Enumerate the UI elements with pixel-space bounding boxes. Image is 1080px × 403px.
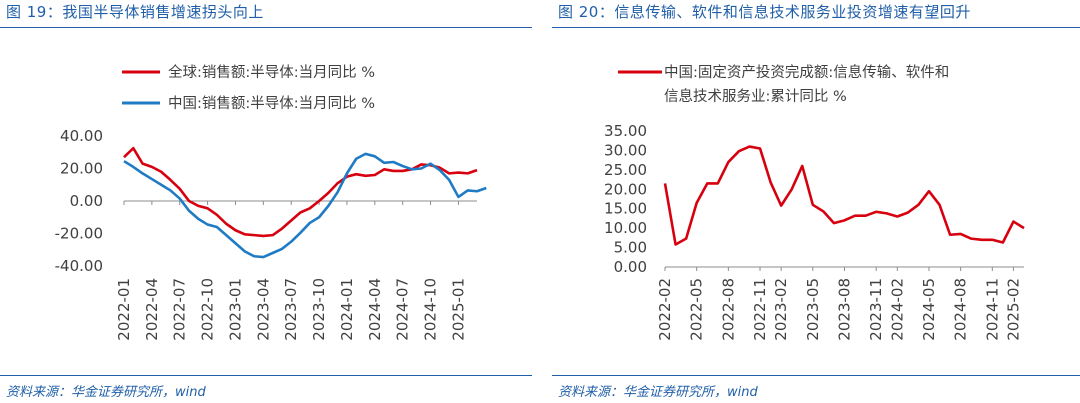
right-x-axis-ticks: 2022-02 2022-05 2022-08 2022-11 2023-02 2023-…: [656, 278, 1022, 341]
right-title-rule: [552, 27, 1080, 28]
x-tick-label: 2023-07: [282, 278, 300, 341]
x-tick-label: 2022-04: [143, 278, 161, 341]
left-y-axis-ticks: 40.00 20.00 0.00 -20.00 -40.00: [55, 127, 103, 275]
left-line-chart: 全球:销售额:半导体:当月同比 % 中国:销售额:半导体:当月同比 % 40.00…: [55, 63, 487, 341]
x-tick-label: 2023-08: [836, 278, 854, 341]
left-source-note: 资料来源：华金证券研究所，wind: [6, 385, 206, 400]
y-tick-label: 20.00: [604, 180, 647, 198]
series-line-1: [123, 146, 478, 238]
x-tick-label: 2023-04: [254, 278, 272, 341]
right-legend: 中国:固定资产投资完成额:信息传输、软件和信息技术服务业:累计同比 %: [618, 64, 949, 105]
x-tick-label: 2022-05: [688, 278, 706, 341]
left-bottom-rule: [0, 375, 532, 376]
y-tick-label: 0.00: [614, 258, 647, 276]
left-legend: 全球:销售额:半导体:当月同比 % 中国:销售额:半导体:当月同比 %: [122, 63, 375, 112]
x-tick-label: 2022-07: [171, 278, 189, 341]
right-bottom-rule: [552, 375, 1080, 376]
left-figure-title: 图 19：我国半导体销售增速拐头向上: [6, 3, 264, 21]
x-tick-label: 2024-04: [366, 278, 384, 341]
left-series-lines: [123, 146, 487, 259]
x-tick-label: 2025-01: [449, 278, 467, 341]
right-figure-title: 图 20：信息传输、软件和信息技术服务业投资增速有望回升: [558, 3, 971, 21]
x-tick-label: 2023-01: [226, 278, 244, 341]
x-tick-label: 2025-02: [1004, 278, 1022, 341]
x-tick-label: 2023-02: [772, 278, 790, 341]
x-tick-label: 2023-10: [310, 278, 328, 341]
x-tick-label: 2022-01: [115, 278, 133, 341]
series-line-2: [123, 152, 487, 259]
x-tick-label: 2022-11: [751, 278, 769, 341]
legend-label-1-line-1: 中国:固定资产投资完成额:信息传输、软件和: [664, 64, 949, 81]
right-line-chart: 中国:固定资产投资完成额:信息传输、软件和信息技术服务业:累计同比 % 35.0…: [604, 64, 1025, 341]
y-tick-label: 25.00: [604, 161, 647, 179]
legend-label-2: 中国:销售额:半导体:当月同比 %: [168, 95, 375, 112]
x-tick-label: 2022-10: [199, 278, 217, 341]
x-tick-label: 2024-01: [338, 278, 356, 341]
legend-label-1: 全球:销售额:半导体:当月同比 %: [168, 63, 375, 81]
left-x-axis-ticks: 2022-01 2022-04 2022-07 2022-10 2023-01 2023-…: [115, 278, 467, 341]
x-tick-label: 2024-05: [920, 278, 938, 341]
x-tick-label: 2022-02: [656, 278, 674, 341]
left-figure: 图 19：我国半导体销售增速拐头向上 全球:销售额:半导体:当月同比 % 中国:销…: [0, 0, 532, 403]
y-tick-label: 30.00: [604, 141, 647, 159]
y-tick-label: 35.00: [604, 122, 647, 140]
y-tick-label: 5.00: [614, 239, 647, 257]
y-tick-label: -40.00: [55, 257, 103, 275]
x-tick-label: 2024-08: [952, 278, 970, 341]
x-tick-label: 2024-07: [394, 278, 412, 341]
y-tick-label: 40.00: [60, 127, 103, 145]
right-source-note: 资料来源：华金证券研究所，wind: [558, 385, 758, 400]
x-tick-label: 2022-08: [719, 278, 737, 341]
right-series-lines: [663, 145, 1025, 246]
left-x-axis: [123, 200, 477, 205]
y-tick-label: 15.00: [604, 200, 647, 218]
legend-label-1-line-2: 信息技术服务业:累计同比 %: [664, 88, 847, 105]
right-figure: 图 20：信息传输、软件和信息技术服务业投资增速有望回升 中国:固定资产投资完成…: [552, 0, 1080, 403]
y-tick-label: 0.00: [70, 192, 103, 210]
x-tick-label: 2024-10: [422, 278, 440, 341]
y-tick-label: 10.00: [604, 219, 647, 237]
right-x-axis: [664, 266, 1024, 271]
y-tick-label: -20.00: [55, 225, 103, 243]
x-tick-label: 2024-02: [888, 278, 906, 341]
left-title-rule: [0, 27, 532, 28]
x-tick-label: 2023-11: [867, 278, 885, 341]
series-line-1: [663, 145, 1025, 246]
x-tick-label: 2023-05: [804, 278, 822, 341]
y-tick-label: 20.00: [60, 160, 103, 178]
x-tick-label: 2024-11: [983, 278, 1001, 341]
